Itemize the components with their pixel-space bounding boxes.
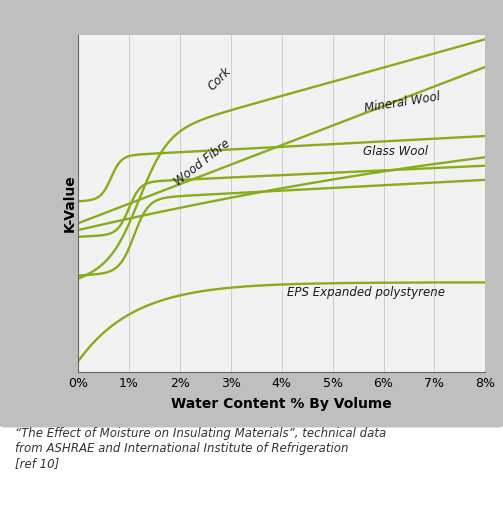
Text: Mineral Wool: Mineral Wool [363,91,441,115]
Text: EPS Expanded polystyrene: EPS Expanded polystyrene [287,286,445,299]
Text: Glass Wool: Glass Wool [363,144,428,158]
Y-axis label: K-Value: K-Value [63,174,76,232]
X-axis label: Water Content % By Volume: Water Content % By Volume [172,397,392,410]
Text: Wood Fibre: Wood Fibre [172,136,233,188]
Text: “The Effect of Moisture on Insulating Materials”, technical data
from ASHRAE and: “The Effect of Moisture on Insulating Ma… [15,427,386,470]
Text: Cork: Cork [205,65,234,93]
